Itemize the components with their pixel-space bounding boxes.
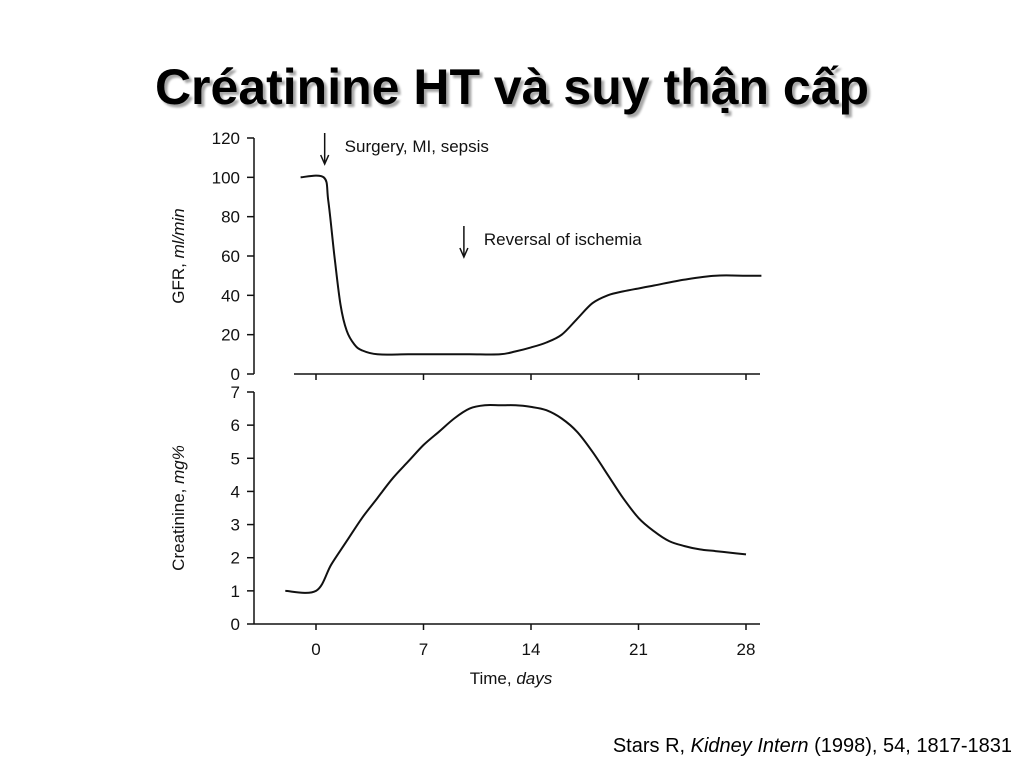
gfr-y-tick-label: 120 xyxy=(212,129,240,148)
creatinine-series-line xyxy=(285,404,747,594)
slide-title: Créatinine HT và suy thận cấp xyxy=(154,59,870,115)
creatinine-x-axis-title: Time, days xyxy=(470,669,553,688)
creatinine-x-tick-label: 0 xyxy=(311,640,320,659)
citation-details: (1998), 54, 1817-1831 xyxy=(814,735,1012,757)
creatinine-y-tick-label: 2 xyxy=(231,549,240,568)
gfr-y-tick-label: 20 xyxy=(221,326,240,345)
gfr-annotation-arrowhead xyxy=(459,247,469,259)
gfr-annotation-label: Reversal of ischemia xyxy=(484,230,642,249)
gfr-y-tick-label: 40 xyxy=(221,286,240,305)
gfr-annotation-arrowhead xyxy=(319,154,330,166)
creatinine-y-tick-label: 7 xyxy=(231,383,240,402)
gfr-y-tick-label: 60 xyxy=(221,247,240,266)
creatinine-y-tick-label: 0 xyxy=(231,615,240,634)
creatinine-y-tick-label: 6 xyxy=(231,416,240,435)
creatinine-y-axis-title: Creatinine, mg% xyxy=(169,445,188,571)
gfr-y-tick-label: 80 xyxy=(221,208,240,227)
creatinine-x-tick-label: 7 xyxy=(419,640,428,659)
creatinine-y-tick-label: 5 xyxy=(231,449,240,468)
citation-journal: Kidney Intern xyxy=(690,735,809,757)
gfr-series-line xyxy=(300,174,762,356)
creatinine-x-tick-label: 14 xyxy=(522,640,541,659)
citation: Stars R, Kidney Intern (1998), 54, 1817-… xyxy=(613,735,1012,758)
citation-author: Stars R, xyxy=(612,735,686,757)
gfr-y-tick-label: 0 xyxy=(231,365,240,384)
gfr-y-axis-title: GFR, ml/min xyxy=(169,208,188,303)
creatinine-y-tick-label: 3 xyxy=(231,516,240,535)
creatinine-x-tick-label: 28 xyxy=(737,640,756,659)
creatinine-y-tick-label: 1 xyxy=(231,582,240,601)
gfr-annotation-label: Surgery, MI, sepsis xyxy=(345,137,489,156)
gfr-y-tick-label: 100 xyxy=(212,168,240,187)
creatinine-x-tick-label: 21 xyxy=(629,640,648,659)
creatinine-y-tick-label: 4 xyxy=(231,482,240,501)
